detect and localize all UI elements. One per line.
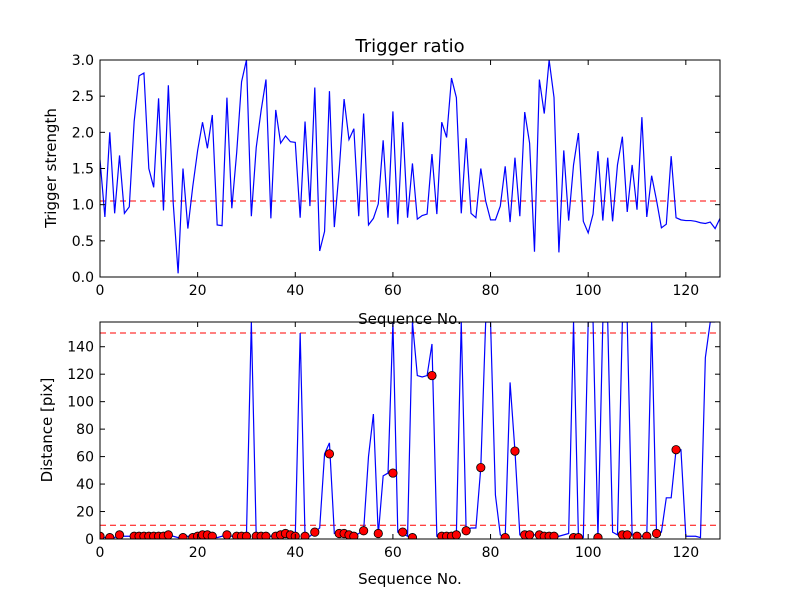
distance-marker-point bbox=[622, 530, 632, 539]
trigger-ratio-clipped-group bbox=[100, 60, 720, 274]
trigger-ratio-xtick-label: 40 bbox=[286, 283, 304, 299]
trigger-ratio-plot-area bbox=[100, 60, 720, 274]
distance-ytick-label: 140 bbox=[67, 340, 94, 356]
distance-xtick-label: 100 bbox=[575, 545, 602, 561]
distance-ytick-label: 60 bbox=[76, 450, 94, 466]
distance-ytick-label: 40 bbox=[76, 477, 94, 493]
trigger-ratio-ticks: 0 20 40 60 80 100 120 0.0 0.5 1.0 1.5 2.0 2.5 3.0 bbox=[72, 53, 720, 299]
trigger-ratio-xtick-label: 60 bbox=[384, 283, 402, 299]
distance-marker-point bbox=[549, 531, 559, 539]
distance-ytick-label: 100 bbox=[67, 395, 94, 411]
distance-xlabel: Sequence No. bbox=[358, 570, 462, 588]
distance-xtick-label: 40 bbox=[286, 545, 304, 561]
trigger-ratio-ytick-label: 1.5 bbox=[72, 162, 94, 178]
trigger-ratio-xtick-label: 120 bbox=[672, 283, 699, 299]
distance-clipped-group bbox=[100, 322, 720, 539]
distance-marker-point bbox=[573, 533, 584, 539]
trigger-ratio-panel: 0 20 40 60 80 100 120 0.0 0.5 1.0 1.5 2.0 2.5 3.0 Tri… bbox=[42, 36, 721, 328]
distance-marker-point bbox=[359, 526, 369, 536]
distance-axes-frame bbox=[99, 321, 721, 540]
distance-marker-point bbox=[178, 533, 188, 539]
distance-marker-point bbox=[310, 527, 320, 537]
trigger-ratio-ytick-label: 0.5 bbox=[72, 234, 94, 250]
distance-marker-point bbox=[163, 530, 173, 539]
distance-marker-point bbox=[427, 370, 437, 381]
distance-ylabel: Distance [pix] bbox=[38, 378, 56, 483]
distance-marker-point bbox=[261, 531, 271, 539]
trigger-ratio-ylabel: Trigger strength bbox=[42, 108, 60, 229]
distance-marker-point bbox=[451, 530, 461, 539]
distance-marker-point bbox=[461, 526, 471, 536]
distance-marker-point bbox=[407, 533, 418, 539]
distance-marker-point bbox=[651, 528, 662, 539]
distance-marker-point bbox=[114, 530, 125, 539]
distance-xtick-label: 80 bbox=[482, 545, 500, 561]
distance-marker-point bbox=[324, 449, 335, 459]
distance-marker-point bbox=[500, 533, 510, 539]
trigger-ratio-ytick-label: 0.0 bbox=[72, 270, 94, 286]
distance-marker-point bbox=[388, 468, 398, 478]
distance-marker-point bbox=[525, 530, 535, 539]
trigger-ratio-ytick-label: 2.5 bbox=[72, 89, 94, 105]
trigger-ratio-title: Trigger ratio bbox=[354, 36, 464, 57]
distance-marker-point bbox=[398, 527, 408, 537]
trigger-ratio-xtick-label: 20 bbox=[189, 283, 207, 299]
distance-marker-point bbox=[510, 446, 520, 456]
distance-marker-point bbox=[593, 533, 603, 539]
distance-ytick-label: 0 bbox=[85, 532, 94, 548]
distance-marker-point bbox=[632, 531, 642, 539]
distance-xtick-label: 120 bbox=[672, 545, 699, 561]
trigger-ratio-ytick-label: 2.0 bbox=[72, 125, 94, 141]
distance-marker-point bbox=[105, 533, 115, 539]
distance-marker-point bbox=[222, 530, 232, 539]
trigger-ratio-xtick-label: 100 bbox=[575, 283, 602, 299]
distance-marker-point bbox=[671, 445, 681, 455]
distance-xtick-label: 60 bbox=[384, 545, 402, 561]
distance-marker-point bbox=[373, 528, 383, 539]
distance-xtick-label: 20 bbox=[189, 545, 207, 561]
distance-ytick-label: 120 bbox=[67, 367, 94, 383]
distance-ticks: 0 20 40 60 80 100 120 0 20 40 60 80 100 120 140 bbox=[67, 322, 720, 561]
distance-ytick-label: 80 bbox=[76, 422, 94, 438]
trigger-ratio-ytick-label: 1.0 bbox=[72, 198, 94, 214]
distance-marker-point bbox=[476, 462, 486, 473]
distance-plot-area bbox=[100, 322, 720, 539]
distance-panel: 0 20 40 60 80 100 120 0 20 40 60 80 100 120 140 Sequen… bbox=[38, 321, 721, 588]
distance-ytick-label: 20 bbox=[76, 505, 94, 521]
trigger-ratio-xtick-label: 80 bbox=[482, 283, 500, 299]
distance-xtick-label: 0 bbox=[96, 545, 105, 561]
distance-marker-point bbox=[349, 531, 359, 539]
distance-marker-point bbox=[642, 531, 652, 539]
trigger-ratio-xtick-label: 0 bbox=[96, 283, 105, 299]
trigger-ratio-ytick-label: 3.0 bbox=[72, 53, 94, 69]
distance-marker-point bbox=[241, 531, 252, 539]
trigger-ratio-xlabel: Sequence No. bbox=[358, 310, 462, 328]
distance-marker-point bbox=[207, 531, 217, 539]
distance-marker-point bbox=[300, 531, 310, 539]
trigger-ratio-series-line bbox=[100, 60, 720, 274]
